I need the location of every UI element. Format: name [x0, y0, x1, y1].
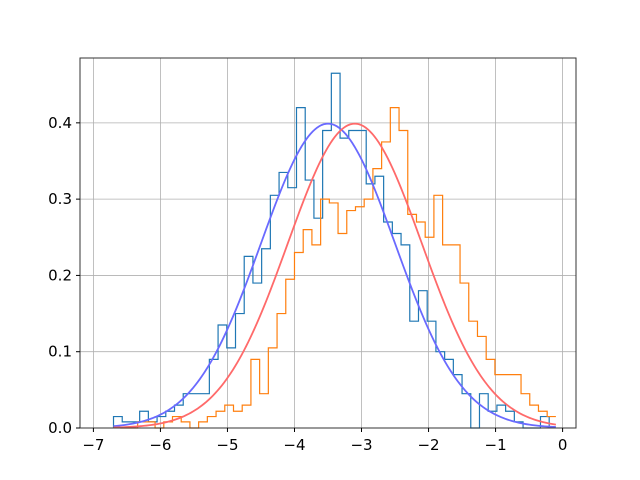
- x-tick-label: −7: [82, 436, 104, 454]
- grid-layer: [80, 58, 576, 429]
- histogram-series-2: [120, 106, 556, 429]
- gaussian-curve-1: [113, 122, 556, 428]
- x-tick-label: −4: [283, 436, 305, 454]
- y-tick-label: 0.0: [48, 419, 72, 437]
- y-tick-label: 0.2: [48, 266, 72, 284]
- gaussian-curve-2: [113, 122, 557, 429]
- y-tick-label: 0.4: [48, 114, 72, 132]
- plot-frame: [79, 57, 577, 429]
- y-tick-label: 0.3: [48, 190, 72, 208]
- histogram-series-1: [112, 72, 550, 429]
- x-tick-label: −1: [485, 436, 507, 454]
- y-tick-label: 0.1: [48, 343, 72, 361]
- x-tick-label: −6: [149, 436, 171, 454]
- x-tick-label: −5: [216, 436, 238, 454]
- x-tick-label: 0: [558, 436, 568, 454]
- series-layer: [112, 72, 557, 429]
- x-tick-label: −3: [350, 436, 372, 454]
- tick-layer: −7 −6 −5 −4 −3 −2 −1 0 0.0 0.1 0.2 0.3 0.4: [48, 114, 567, 454]
- x-tick-label: −2: [417, 436, 439, 454]
